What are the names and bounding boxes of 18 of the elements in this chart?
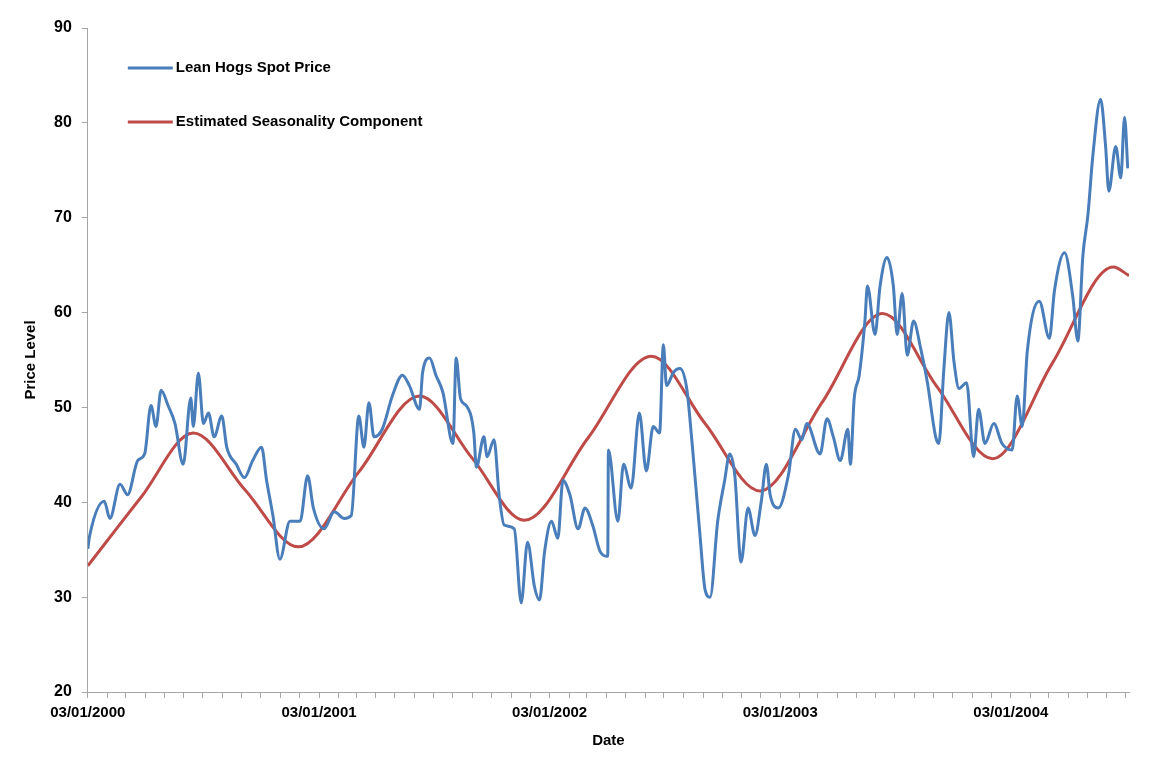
x-tick-label: 03/01/2000: [50, 703, 126, 721]
y-axis-title: Price Level: [21, 320, 39, 400]
y-tick-label: 30: [54, 587, 72, 605]
legend-label: Estimated Seasonality Component: [175, 112, 423, 130]
x-tick-label: 03/01/2002: [512, 703, 588, 721]
y-tick-label: 20: [54, 682, 72, 700]
y-tick-label: 90: [54, 18, 72, 36]
line-series: [87, 97, 1129, 605]
x-tick-label: 03/01/2001: [281, 703, 357, 721]
legend-label: Lean Hogs Spot Price: [175, 58, 331, 76]
x-tick-label: 03/01/2004: [973, 703, 1050, 721]
x-tick-label: 03/01/2003: [742, 703, 818, 721]
y-tick-label: 40: [54, 492, 72, 510]
y-tick-label: 80: [54, 113, 72, 131]
y-tick-label: 60: [54, 302, 72, 320]
x-axis-title: Date: [592, 731, 625, 749]
y-tick-label: 50: [54, 397, 72, 415]
y-tick-label: 70: [54, 208, 72, 226]
